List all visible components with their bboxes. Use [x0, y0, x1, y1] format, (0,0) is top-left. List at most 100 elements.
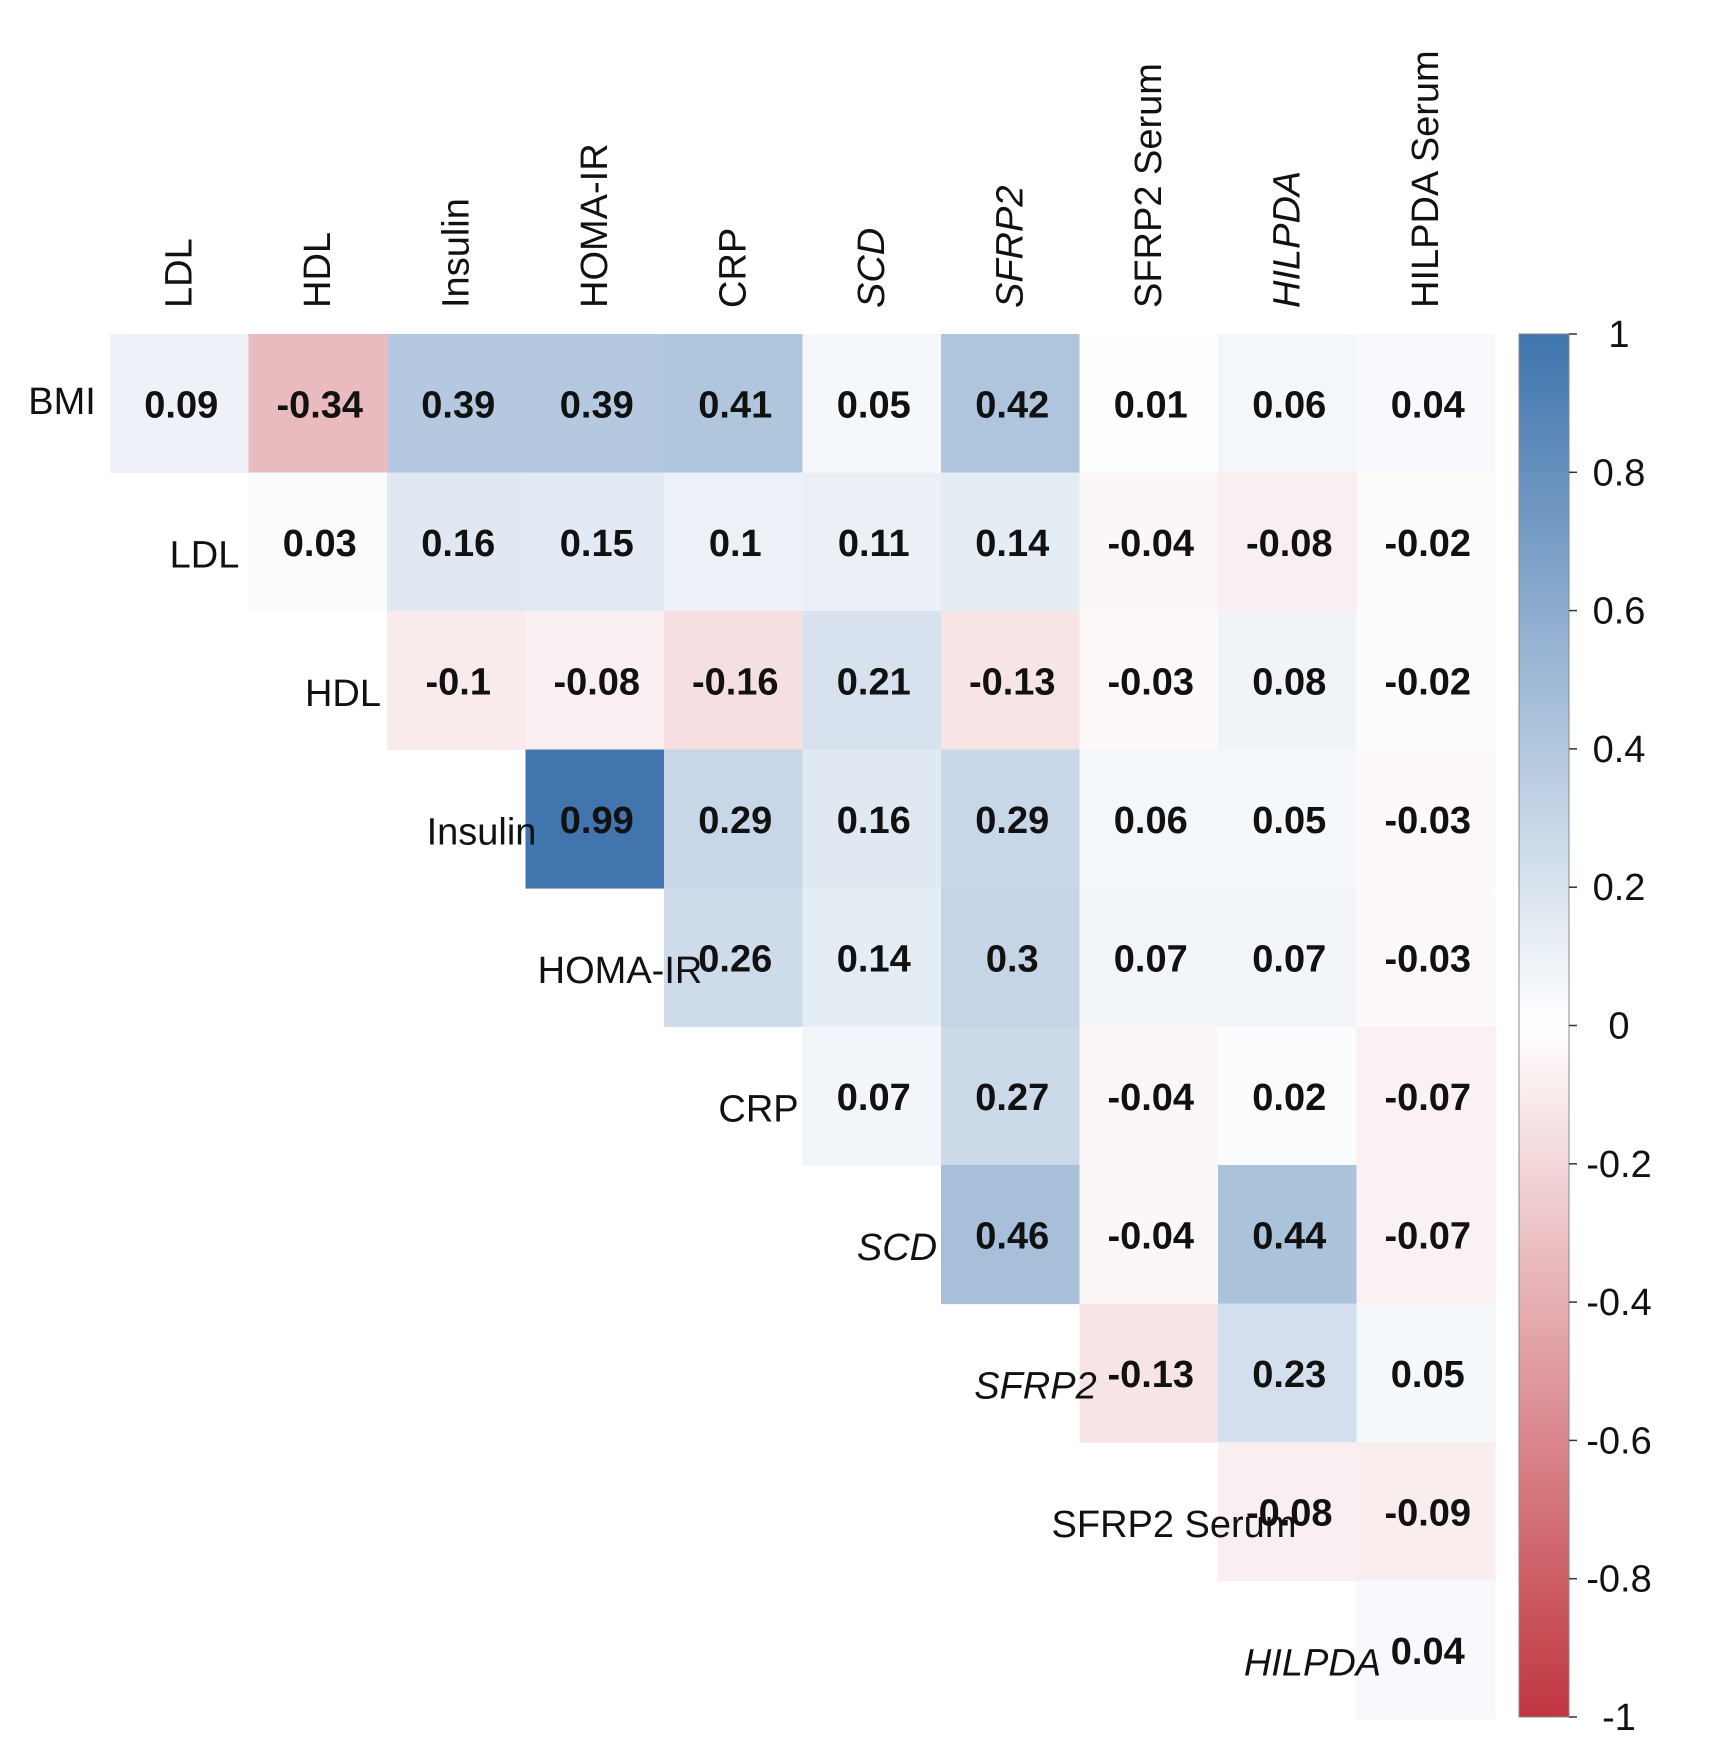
- heatmap-cell: [1356, 888, 1496, 1028]
- cell-value-label: 0.05: [837, 384, 911, 426]
- heatmap-cell: [387, 611, 527, 751]
- row-label: CRP: [718, 1089, 798, 1131]
- cell-value-label: -0.13: [1107, 1354, 1194, 1396]
- colorbar-tick-label: -0.4: [1586, 1282, 1651, 1324]
- colorbar-tick-label: 0.8: [1593, 452, 1646, 494]
- cell-value-label: 0.06: [1114, 800, 1188, 842]
- cell-value-label: 0.29: [975, 800, 1049, 842]
- heatmap-cell: [1356, 1165, 1496, 1305]
- cell-value-label: 0.39: [421, 384, 495, 426]
- heatmap-cell: [1356, 1303, 1496, 1443]
- cell-value-label: -0.02: [1384, 523, 1471, 565]
- cell-value-label: -0.03: [1107, 661, 1194, 703]
- cell-value-label: 0.07: [837, 1077, 911, 1119]
- cell-value-label: 0.02: [1252, 1077, 1326, 1119]
- cell-value-label: 0.09: [144, 384, 218, 426]
- column-label: HILPDA: [1266, 171, 1308, 308]
- cell-value-label: 0.01: [1114, 384, 1188, 426]
- heatmap-cell: [525, 334, 665, 474]
- cell-value-label: 0.29: [698, 800, 772, 842]
- colorbar-tick-label: -0.6: [1586, 1420, 1651, 1462]
- colorbar-tick-label: 0.6: [1593, 591, 1646, 633]
- heatmap-cell: [941, 611, 1081, 751]
- heatmap-cell: [941, 334, 1081, 474]
- colorbar-tick-label: 0.2: [1593, 867, 1646, 909]
- cell-value-label: -0.07: [1384, 1215, 1471, 1257]
- heatmap-cell: [802, 472, 942, 612]
- cell-value-label: -0.08: [1246, 1492, 1333, 1534]
- heatmap-cell: [1356, 1442, 1496, 1582]
- column-label: HILPDA Serum: [1405, 50, 1447, 308]
- cell-value-label: -0.16: [692, 661, 779, 703]
- heatmap-cell: [1218, 611, 1358, 751]
- cell-value-label: -0.09: [1384, 1492, 1471, 1534]
- heatmap-cell: [1356, 334, 1496, 474]
- row-label: SCD: [857, 1227, 937, 1269]
- cell-value-label: 0.11: [838, 523, 910, 565]
- heatmap-cell: [1079, 1165, 1219, 1305]
- heatmap-cell: [1218, 749, 1358, 889]
- heatmap-cell: [941, 472, 1081, 612]
- cell-value-label: -0.03: [1384, 800, 1471, 842]
- heatmap-cells: [110, 334, 1496, 1720]
- cell-value-label: 0.27: [975, 1077, 1049, 1119]
- cell-value-label: -0.13: [969, 661, 1056, 703]
- heatmap-cell: [387, 334, 527, 474]
- heatmap-cell: [525, 611, 665, 751]
- cell-value-label: 0.06: [1252, 384, 1326, 426]
- heatmap-cell: [1356, 749, 1496, 889]
- colorbar-tick-label: -0.2: [1586, 1144, 1651, 1186]
- column-label: CRP: [712, 228, 754, 308]
- heatmap-cell: [664, 888, 804, 1028]
- heatmap-cell: [1079, 749, 1219, 889]
- cell-value-label: 0.1: [709, 523, 762, 565]
- row-label: HILPDA: [1244, 1643, 1381, 1685]
- heatmap-cell: [1079, 334, 1219, 474]
- heatmap-cell: [525, 472, 665, 612]
- column-label: HDL: [297, 232, 339, 308]
- heatmap-cell: [664, 749, 804, 889]
- heatmap-cell: [1218, 1303, 1358, 1443]
- column-labels: LDL HDL Insulin HOMA-IR CRP SCD SFRP2 SFRP2 Ser…: [158, 50, 1447, 308]
- cell-value-label: 0.16: [421, 523, 495, 565]
- cell-value-label: 0.26: [698, 938, 772, 980]
- heatmap-cell: [248, 472, 388, 612]
- colorbar-gradient: [1518, 333, 1570, 1718]
- cell-value-label: 0.16: [837, 800, 911, 842]
- cell-value-label: -0.34: [276, 384, 363, 426]
- colorbar: 1 0.8 0.6 0.4 0.2 0 -0.2 -0.4 -0.6 -0.8 -1: [1518, 314, 1652, 1739]
- row-label: SFRP2 Serum: [1052, 1504, 1297, 1546]
- cell-value-label: 0.03: [283, 523, 357, 565]
- heatmap-cell: [1356, 1026, 1496, 1166]
- heatmap-cell: [1218, 1165, 1358, 1305]
- cell-value-label: -0.02: [1384, 661, 1471, 703]
- heatmap-cell: [1218, 1442, 1358, 1582]
- colorbar-tick-label: -0.8: [1586, 1559, 1651, 1601]
- heatmap-cell: [1218, 888, 1358, 1028]
- heatmap-cell: [1218, 1026, 1358, 1166]
- heatmap-cell: [1079, 888, 1219, 1028]
- cell-value-label: -0.04: [1107, 1077, 1194, 1119]
- heatmap-cell: [664, 334, 804, 474]
- cell-value-label: 0.14: [837, 938, 911, 980]
- heatmap-cell: [802, 334, 942, 474]
- cell-value-label: 0.21: [837, 661, 911, 703]
- heatmap-cell: [664, 472, 804, 612]
- cell-value-label: -0.03: [1384, 938, 1471, 980]
- heatmap-cell: [1218, 472, 1358, 612]
- row-label: SFRP2: [974, 1366, 1096, 1408]
- colorbar-tick-label: 1: [1608, 314, 1629, 356]
- heatmap-cell: [802, 1026, 942, 1166]
- heatmap-cell: [1079, 1026, 1219, 1166]
- cell-value-label: 0.41: [698, 384, 772, 426]
- cell-value-label: 0.15: [560, 523, 634, 565]
- column-label: Insulin: [435, 198, 477, 308]
- heatmap-cell: [1079, 472, 1219, 612]
- cell-value-label: 0.39: [560, 384, 634, 426]
- cell-value-label: 0.04: [1391, 384, 1465, 426]
- heatmap-cell: [941, 749, 1081, 889]
- cell-value-label: 0.99: [560, 800, 634, 842]
- cell-value-label: 0.42: [975, 384, 1049, 426]
- heatmap-cell: [1079, 611, 1219, 751]
- column-label: LDL: [158, 238, 200, 308]
